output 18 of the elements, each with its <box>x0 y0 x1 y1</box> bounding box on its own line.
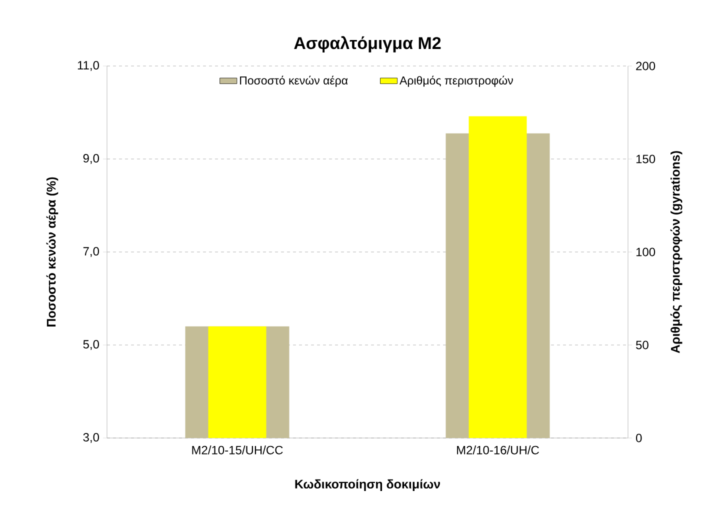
x-tick-label: M2/10-15/UH/CC <box>192 446 283 454</box>
legend-label: Αριθμός περιστροφών <box>400 76 513 87</box>
y-tick-label: 5,0 <box>83 340 100 350</box>
y2-tick-label: 150 <box>636 154 656 164</box>
y-axis-title: Ποσοστό κενών αέρα (%) <box>46 177 58 326</box>
x-axis-title: Κωδικοποίηση δοκιμίων <box>295 479 440 492</box>
x-tick-label: M2/10-16/UH/C <box>457 446 539 454</box>
chart-title: Ασφαλτόμιγμα M2 <box>294 36 441 52</box>
y2-tick-label: 100 <box>636 248 656 256</box>
y-tick-label: 3,0 <box>83 433 100 443</box>
y-tick-label: 9,0 <box>83 154 100 164</box>
y2-axis-title: Αριθμός περιστροφών (gyrations) <box>670 151 682 354</box>
y-tick-label: 7,0 <box>83 247 100 257</box>
legend-label: Ποσοστό κενών αέρα <box>240 76 348 87</box>
y-tick-label: 11,0 <box>78 61 100 71</box>
y2-tick-label: 200 <box>636 62 656 70</box>
y2-tick-label: 0 <box>636 434 642 442</box>
y2-tick-label: 50 <box>636 340 648 350</box>
